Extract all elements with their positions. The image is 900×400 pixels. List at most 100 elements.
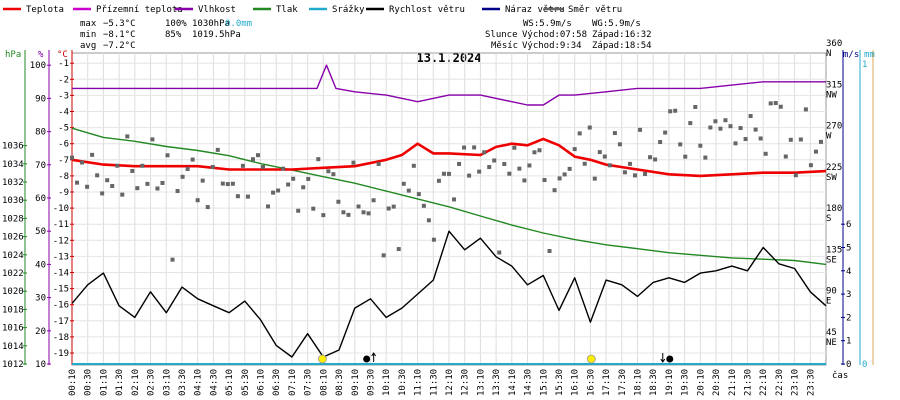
- stat-min-temp: −8.1°C: [103, 30, 136, 40]
- wind-dir-point: [592, 176, 597, 181]
- time-tick-label: 21:30: [743, 369, 753, 396]
- time-tick-label: 19:30: [681, 369, 691, 396]
- wind-dir-point: [532, 150, 537, 155]
- hpa-tick-label: 1028: [2, 214, 24, 224]
- hpa-tick-label: 1014: [2, 342, 24, 352]
- wind-dir-point: [733, 141, 738, 146]
- wind-dir-point: [547, 248, 552, 253]
- wind-dir-point: [597, 150, 602, 155]
- wind-dir-point: [602, 154, 607, 159]
- wind-dir-point: [220, 181, 225, 186]
- pct-tick-label: 50: [35, 227, 46, 237]
- temp-tick-label: -12: [53, 236, 69, 246]
- wind-dir-point: [808, 163, 813, 168]
- wind-dir-point: [436, 178, 441, 183]
- temp-tick-label: -5: [58, 124, 69, 134]
- dir-name-label: SE: [826, 255, 837, 265]
- wind-dir-point: [703, 155, 708, 160]
- wind-dir-point: [165, 153, 170, 158]
- wind-dir-point: [818, 139, 823, 144]
- wind-dir-point: [376, 161, 381, 166]
- wind-dir-point: [85, 184, 90, 189]
- legend-label: Tlak: [276, 5, 298, 15]
- wind-dir-point: [130, 168, 135, 173]
- temp-tick-label: -19: [53, 349, 69, 359]
- mm-tick-label: 0: [862, 360, 867, 370]
- wind-dir-point: [577, 131, 582, 136]
- time-tick-label: 22:10: [759, 369, 769, 396]
- wind-dir-point: [276, 188, 281, 193]
- time-tick-label: 17:30: [618, 369, 628, 396]
- wind-dir-point: [70, 155, 74, 160]
- legend: Teplota Přízemní teplota Vlhkost Tlak Srážky…: [3, 5, 622, 15]
- pressure-line: [71, 127, 827, 266]
- wind-dir-point: [793, 173, 798, 178]
- wind-dir-point: [572, 147, 577, 152]
- time-tick-label: 06:10: [257, 369, 267, 396]
- wind-dir-point: [723, 118, 728, 123]
- time-tick-label: 07:30: [304, 369, 314, 396]
- moonrise-icon: [363, 355, 371, 363]
- temp-unit: °C: [57, 50, 68, 60]
- wind-dir-point: [361, 210, 366, 215]
- hpa-tick-label: 1030: [2, 196, 24, 206]
- wind-dir-point: [698, 143, 703, 148]
- wind-dir-point: [135, 186, 140, 191]
- dir-tick-label: 360: [826, 39, 842, 49]
- stat-min-press: 1019.5hPa: [192, 30, 241, 40]
- dir-name-label: SW: [826, 173, 837, 183]
- temp-tick-label: -6: [58, 140, 69, 150]
- wind-dir-point: [617, 142, 622, 147]
- wind-dir-point: [411, 163, 416, 168]
- ms-unit: m/s: [843, 50, 859, 60]
- ms-tick-label: 2: [846, 313, 851, 323]
- ms-tick-label: 5: [846, 244, 851, 254]
- time-tick-label: 08:10: [319, 369, 329, 396]
- time-tick-label: 12:30: [461, 369, 471, 396]
- time-tick-label: 18:10: [634, 369, 644, 396]
- wind-dir-point: [321, 213, 326, 218]
- sun-rise: Východ:07:58: [522, 30, 587, 40]
- stat-max-hum: 100%: [165, 19, 187, 29]
- wind-ws: WS:5.9m/s: [523, 19, 572, 29]
- wind-dir-point: [75, 180, 80, 185]
- time-tick-label: 10:10: [382, 369, 392, 396]
- wind-dir-point: [673, 108, 678, 113]
- wind-dir-point: [210, 164, 215, 169]
- wind-dir-point: [301, 185, 306, 190]
- wind-dir-point: [281, 166, 286, 171]
- wind-dir-point: [230, 181, 235, 186]
- wind-dir-point: [235, 194, 240, 199]
- wind-dir-point: [648, 155, 653, 160]
- wind-dir-point: [582, 161, 587, 166]
- time-tick-label: 02:10: [131, 369, 141, 396]
- wind-dir-point: [416, 192, 421, 197]
- sunset-icon: [586, 354, 596, 364]
- wind-dir-point: [643, 171, 648, 176]
- temp-tick-label: -13: [53, 252, 69, 262]
- wind-dir-point: [783, 154, 788, 159]
- wind-dir-point: [396, 247, 401, 252]
- arrow-down-icon: [660, 353, 666, 363]
- wind-dir-point: [155, 186, 160, 191]
- wind-dir-point: [788, 137, 793, 142]
- humidity-line: [72, 64, 826, 106]
- wind-dir-point: [763, 151, 768, 156]
- time-tick-label: 05:10: [225, 369, 235, 396]
- stats-block: max −5.3°C 100% 1030hPa 0.0mm min −8.1°C…: [80, 19, 252, 51]
- wind-dir-point: [190, 157, 195, 162]
- wind-dir-point: [562, 172, 567, 177]
- temp-tick-label: -1: [58, 59, 69, 69]
- pct-tick-label: 30: [35, 294, 46, 304]
- wind-dir-point: [632, 173, 637, 178]
- wind-dir-point: [441, 171, 446, 176]
- hpa-tick-label: 1022: [2, 269, 24, 279]
- wind-dir-point: [90, 152, 95, 157]
- stat-min-hum: 85%: [165, 30, 182, 40]
- wind-dir-point: [462, 145, 467, 150]
- ms-tick-label: 0: [846, 360, 851, 370]
- hpa-tick-label: 1020: [2, 287, 24, 297]
- wind-dir-point: [768, 101, 773, 106]
- temp-tick-label: -17: [53, 317, 69, 327]
- time-tick-label: 14:30: [524, 369, 534, 396]
